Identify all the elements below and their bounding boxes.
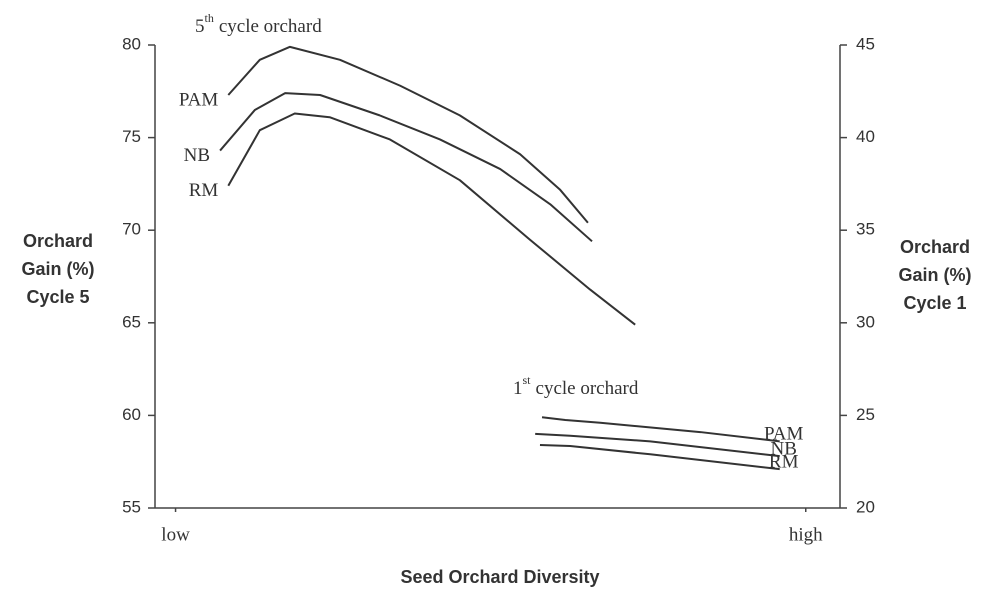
x-tick-label: low: [161, 524, 190, 545]
x-tick-label: high: [789, 524, 823, 545]
series-line: [219, 92, 593, 243]
series-label: NB: [771, 439, 797, 460]
series-label: RM: [769, 451, 799, 472]
annotation: 5th cycle orchard: [195, 11, 322, 38]
y-tick-label: 65: [122, 312, 141, 331]
annotation-number: 1: [513, 378, 523, 399]
y2-tick-label: 40: [856, 127, 875, 146]
annotation: 1st cycle orchard: [513, 373, 639, 400]
y2-tick-label: 30: [856, 312, 875, 331]
annotation-superscript: th: [205, 11, 214, 25]
y-tick-label: 75: [122, 127, 141, 146]
series-label: NB: [184, 145, 210, 166]
y-tick-label: 80: [122, 34, 141, 53]
annotation-text: cycle orchard: [536, 378, 639, 399]
y2-tick-label: 35: [856, 220, 875, 239]
series-line: [541, 416, 780, 443]
y-axis-title: Gain (%): [21, 259, 94, 279]
x-axis-title: Seed Orchard Diversity: [400, 567, 599, 587]
series-label: RM: [189, 180, 219, 201]
y-tick-label: 55: [122, 497, 141, 516]
series-line: [539, 444, 780, 471]
y-axis-title: Cycle 5: [26, 287, 89, 307]
series-line: [227, 112, 636, 326]
annotation-number: 5: [195, 16, 205, 37]
y-tick-label: 70: [122, 220, 141, 239]
series-label: PAM: [179, 89, 219, 110]
annotation-text: cycle orchard: [219, 16, 322, 37]
y2-axis-title: Orchard: [900, 237, 970, 257]
y2-axis-title: Gain (%): [898, 265, 971, 285]
y-tick-label: 60: [122, 405, 141, 424]
y2-tick-label: 20: [856, 497, 875, 516]
y2-tick-label: 45: [856, 34, 875, 53]
y2-tick-label: 25: [856, 405, 875, 424]
series-line: [535, 432, 780, 458]
annotation-superscript: st: [523, 373, 532, 387]
y-axis-title: Orchard: [23, 231, 93, 251]
y2-axis-title: Cycle 1: [903, 293, 966, 313]
series-line: [227, 45, 589, 224]
series-label: PAM: [764, 424, 804, 445]
